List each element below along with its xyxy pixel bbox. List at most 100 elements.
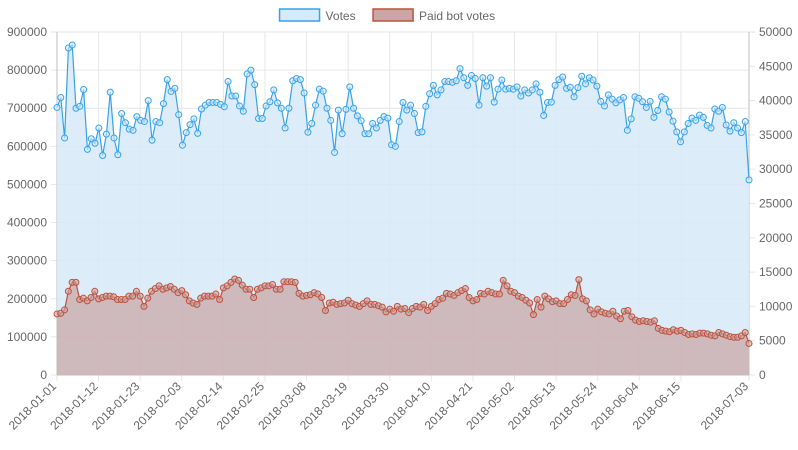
votes-point[interactable] <box>281 124 289 132</box>
paid-bot-votes-point[interactable] <box>291 278 299 286</box>
votes-point[interactable] <box>395 118 403 126</box>
paid-bot-votes-point[interactable] <box>321 307 329 315</box>
votes-point[interactable] <box>80 86 88 94</box>
votes-point[interactable] <box>353 112 361 120</box>
votes-point[interactable] <box>486 74 494 82</box>
paid-bot-votes-point[interactable] <box>235 276 243 284</box>
paid-bot-votes-point[interactable] <box>473 296 481 304</box>
votes-point[interactable] <box>110 134 118 142</box>
votes-point[interactable] <box>540 111 548 119</box>
votes-point[interactable] <box>220 103 228 111</box>
votes-point[interactable] <box>319 87 327 95</box>
paid-bot-votes-point[interactable] <box>87 293 95 301</box>
votes-point[interactable] <box>418 128 426 136</box>
votes-point[interactable] <box>680 128 688 136</box>
votes-point[interactable] <box>102 130 110 138</box>
paid-bot-votes-point[interactable] <box>745 339 753 347</box>
votes-point[interactable] <box>437 86 445 94</box>
votes-point[interactable] <box>83 145 91 153</box>
votes-point[interactable] <box>654 107 662 115</box>
votes-point[interactable] <box>547 98 555 106</box>
votes-point[interactable] <box>140 118 148 126</box>
legend-item-votes[interactable]: Votes <box>278 8 356 23</box>
votes-point[interactable] <box>338 130 346 138</box>
votes-point[interactable] <box>99 151 107 159</box>
votes-point[interactable] <box>224 78 232 86</box>
votes-point[interactable] <box>129 126 137 134</box>
votes-point[interactable] <box>239 107 247 115</box>
votes-point[interactable] <box>639 98 647 106</box>
votes-point[interactable] <box>384 114 392 122</box>
votes-point[interactable] <box>479 74 487 82</box>
votes-point[interactable] <box>106 88 114 96</box>
votes-point[interactable] <box>669 117 677 125</box>
votes-point[interactable] <box>532 80 540 88</box>
votes-point[interactable] <box>734 124 742 132</box>
votes-point[interactable] <box>236 102 244 110</box>
votes-point[interactable] <box>285 104 293 112</box>
votes-point[interactable] <box>566 83 574 91</box>
votes-point[interactable] <box>471 75 479 82</box>
paid-bot-votes-point[interactable] <box>182 291 190 299</box>
votes-point[interactable] <box>53 103 61 111</box>
votes-point[interactable] <box>114 151 122 159</box>
votes-point[interactable] <box>498 76 506 84</box>
votes-point[interactable] <box>429 81 437 89</box>
votes-point[interactable] <box>684 119 692 127</box>
paid-bot-votes-point[interactable] <box>503 282 511 290</box>
votes-point[interactable] <box>274 99 282 107</box>
votes-point[interactable] <box>182 129 190 137</box>
votes-point[interactable] <box>536 88 544 96</box>
votes-point[interactable] <box>589 76 597 84</box>
paid-bot-votes-point[interactable] <box>318 293 326 301</box>
votes-point[interactable] <box>582 80 590 88</box>
votes-point[interactable] <box>334 106 342 114</box>
votes-point[interactable] <box>251 81 259 89</box>
votes-point[interactable] <box>296 76 304 84</box>
paid-bot-votes-point[interactable] <box>91 287 99 295</box>
paid-bot-votes-point[interactable] <box>563 296 571 304</box>
paid-bot-votes-point[interactable] <box>276 285 284 293</box>
votes-point[interactable] <box>194 129 202 137</box>
votes-point[interactable] <box>559 73 567 81</box>
votes-point[interactable] <box>665 108 673 116</box>
votes-point[interactable] <box>620 94 628 102</box>
votes-point[interactable] <box>661 95 669 103</box>
votes-point[interactable] <box>737 129 745 137</box>
votes-point[interactable] <box>513 83 521 91</box>
paid-bot-votes-point[interactable] <box>461 285 469 293</box>
votes-point[interactable] <box>399 99 407 107</box>
votes-point[interactable] <box>426 90 434 98</box>
votes-point[interactable] <box>570 93 578 101</box>
votes-point[interactable] <box>247 66 255 74</box>
paid-bot-votes-point[interactable] <box>590 310 598 318</box>
votes-point[interactable] <box>623 126 631 134</box>
paid-bot-votes-point[interactable] <box>420 300 428 308</box>
votes-point[interactable] <box>490 98 498 106</box>
votes-point[interactable] <box>369 119 377 127</box>
paid-bot-votes-point[interactable] <box>129 292 137 300</box>
votes-point[interactable] <box>460 74 468 82</box>
paid-bot-votes-point[interactable] <box>537 303 545 311</box>
votes-point[interactable] <box>407 101 415 109</box>
votes-point[interactable] <box>475 101 483 109</box>
votes-point[interactable] <box>61 134 69 142</box>
paid-bot-votes-point[interactable] <box>582 297 590 305</box>
votes-point[interactable] <box>171 84 179 92</box>
votes-point[interactable] <box>456 65 464 73</box>
votes-point[interactable] <box>597 97 605 105</box>
votes-point[interactable] <box>144 97 152 105</box>
votes-point[interactable] <box>718 103 726 111</box>
votes-point[interactable] <box>722 121 730 129</box>
votes-point[interactable] <box>403 106 411 114</box>
votes-point[interactable] <box>266 98 274 106</box>
paid-bot-votes-point[interactable] <box>529 311 537 319</box>
paid-bot-votes-point[interactable] <box>61 306 69 314</box>
votes-point[interactable] <box>483 82 491 90</box>
paid-bot-votes-point[interactable] <box>132 287 140 295</box>
votes-point[interactable] <box>232 92 240 100</box>
votes-point[interactable] <box>308 119 316 127</box>
votes-point[interactable] <box>178 141 186 149</box>
votes-point[interactable] <box>593 82 601 90</box>
votes-point[interactable] <box>517 92 525 100</box>
